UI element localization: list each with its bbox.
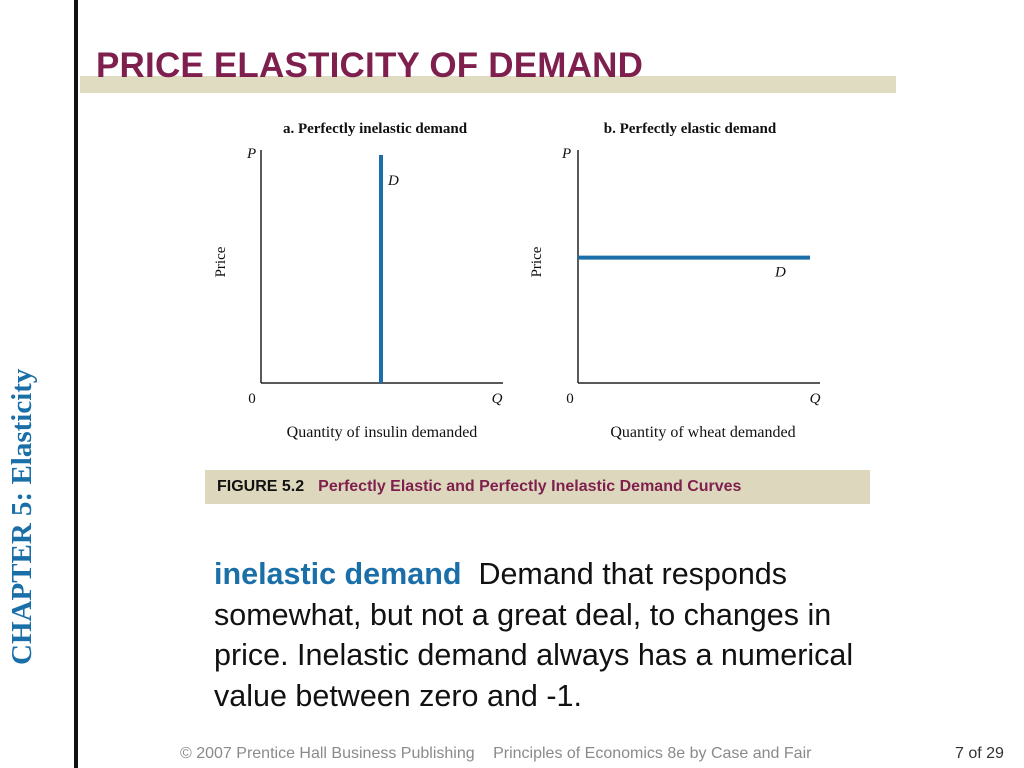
chart-b-demand-label: D	[774, 265, 786, 281]
chart-b-y-letter: P	[561, 146, 571, 162]
chart-b-title: b. Perfectly elastic demand	[604, 121, 777, 137]
chart-a-y-letter: P	[246, 146, 256, 162]
chart-a: a. Perfectly inelastic demand P Price D …	[213, 121, 503, 441]
definition-paragraph: inelastic demand Demand that responds so…	[214, 554, 894, 716]
page-number: 7 of 29	[955, 745, 1004, 762]
footer-book: Principles of Economics 8e by Case and F…	[493, 745, 812, 762]
chart-a-demand-label: D	[387, 173, 399, 189]
footer: © 2007 Prentice Hall Business Publishing…	[180, 745, 825, 763]
chart-b-x-letter: Q	[810, 391, 821, 407]
figure-caption: FIGURE 5.2 Perfectly Elastic and Perfect…	[205, 470, 870, 504]
figure-title: Perfectly Elastic and Perfectly Inelasti…	[318, 478, 742, 495]
title-underline-bar	[80, 76, 896, 93]
figure-charts: a. Perfectly inelastic demand P Price D …	[213, 121, 821, 441]
chart-a-xlabel: Quantity of insulin demanded	[287, 424, 478, 441]
slide-title: PRICE ELASTICITY OF DEMAND	[96, 46, 644, 85]
chart-b-origin: 0	[566, 391, 574, 407]
chart-a-ylabel: Price	[213, 246, 229, 277]
chart-b-xlabel: Quantity of wheat demanded	[610, 424, 795, 441]
chart-b: b. Perfectly elastic demand P Price D 0 …	[529, 121, 821, 441]
chart-a-title: a. Perfectly inelastic demand	[283, 121, 468, 137]
figure-number: FIGURE 5.2	[217, 478, 305, 495]
chart-a-x-letter: Q	[492, 391, 503, 407]
chart-a-origin: 0	[248, 391, 256, 407]
chart-b-ylabel: Price	[529, 246, 545, 277]
left-border-line	[74, 0, 78, 768]
definition-text: Demand that responds somewhat, but not a…	[214, 557, 854, 713]
definition-term: inelastic demand	[214, 557, 462, 591]
footer-copyright: © 2007 Prentice Hall Business Publishing	[180, 745, 475, 762]
